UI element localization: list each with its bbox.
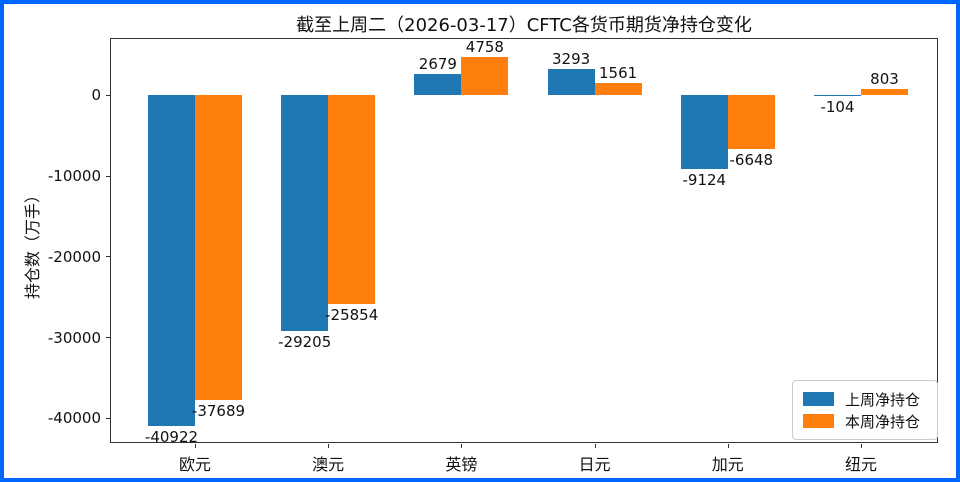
bar-value-label: -29205 [278,333,332,352]
bar-s1-c4 [727,95,775,150]
y-tick-label: -40000 [47,409,101,428]
legend-item-last-week: 上周净持仓 [803,388,927,410]
y-tick-label: -10000 [47,167,101,186]
legend-label: 本周净持仓 [845,412,921,431]
y-tick-mark [106,337,110,338]
bar-s1-c1 [328,95,376,305]
x-tick-label: 英镑 [445,455,478,474]
y-tick-label: 0 [91,86,101,105]
x-tick-label: 日元 [578,455,611,474]
bar-s0-c3 [547,68,595,96]
bar-value-label: 3293 [552,49,591,68]
bar-value-label: 1561 [599,63,638,82]
bar-s1-c0 [195,95,242,400]
x-tick-label: 加元 [711,455,744,474]
x-tick-label: 纽元 [844,455,877,474]
x-tick-label: 澳元 [312,455,345,474]
x-tick-mark [328,444,330,448]
bar-s0-c4 [680,95,728,170]
bar-value-label: 2679 [418,54,457,73]
bar-value-label: -25854 [325,306,379,325]
bar-s0-c2 [414,73,462,96]
y-tick-mark [106,94,110,96]
bar-s1-c2 [461,57,509,96]
x-tick-label: 欧元 [178,455,211,474]
bar-value-label: -104 [820,98,855,117]
bar-value-label: -9124 [682,171,727,190]
plot-area: -40922 -29205 2679 3293 -9124 -104 -37689 -2585… [48,38,938,474]
x-tick-mark [727,444,729,448]
legend-swatch-blue [803,392,834,406]
bar-value-label: 4758 [465,38,504,57]
legend: 上周净持仓 本周净持仓 [792,380,938,440]
x-tick-mark [461,444,463,448]
bar-s0-c0 [148,95,195,426]
y-tick-mark [106,256,110,258]
bar-value-label: -40922 [144,427,199,446]
legend-item-this-week: 本周净持仓 [803,410,927,432]
legend-swatch-orange [803,414,834,428]
bar-value-label: -37689 [191,401,246,420]
x-tick-mark [594,444,596,448]
x-tick-mark [861,444,862,448]
y-tick-mark [106,175,110,177]
bar-value-label: 803 [870,69,899,88]
bar-value-label: -6648 [729,151,774,170]
y-tick-label: -20000 [47,247,101,266]
bar-s0-c1 [281,95,329,332]
x-tick-mark [195,444,196,448]
bar-s1-c5 [861,88,908,96]
y-tick-mark [106,417,110,419]
bar-s1-c3 [594,82,642,96]
y-tick-label: -30000 [47,328,101,347]
bar-s0-c5 [814,95,861,97]
legend-label: 上周净持仓 [845,390,921,409]
chart-title: 截至上周二（2026-03-17）CFTC各货币期货净持仓变化 [296,15,752,36]
